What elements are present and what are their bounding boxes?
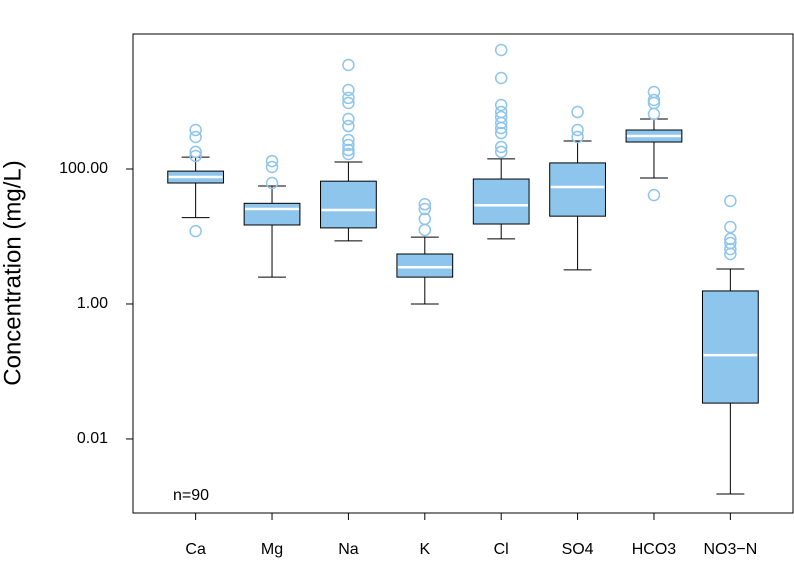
outlier xyxy=(342,133,355,147)
outlier xyxy=(571,105,584,119)
outlier xyxy=(265,160,279,174)
outlier xyxy=(265,176,279,190)
box xyxy=(472,178,530,225)
x-tick-label: HCO3 xyxy=(632,541,677,558)
box xyxy=(320,180,377,229)
outlier xyxy=(418,198,432,211)
outlier xyxy=(342,58,355,72)
outlier xyxy=(494,98,508,112)
box xyxy=(549,162,606,217)
outlier xyxy=(342,91,355,105)
outlier xyxy=(189,123,202,137)
outlier xyxy=(724,194,737,208)
outlier xyxy=(494,43,508,57)
outlier xyxy=(724,232,737,246)
outlier xyxy=(189,130,202,144)
outlier xyxy=(418,223,432,237)
outlier xyxy=(494,140,508,154)
outlier xyxy=(494,126,508,140)
outlier xyxy=(494,121,508,135)
box xyxy=(243,202,301,226)
outlier xyxy=(571,130,584,144)
outlier xyxy=(724,247,737,261)
outlier xyxy=(724,242,737,256)
outlier xyxy=(724,220,737,234)
x-tick-label: Mg xyxy=(261,541,283,558)
y-tick-label: 1.00 xyxy=(77,295,108,312)
outlier xyxy=(189,145,202,159)
x-tick-label: Cl xyxy=(494,541,509,558)
outlier xyxy=(494,145,508,159)
outlier xyxy=(342,147,355,161)
outlier xyxy=(418,202,432,216)
x-tick-label: Na xyxy=(338,541,359,558)
x-tick-label: SO4 xyxy=(562,541,594,558)
y-tick-label: 100.00 xyxy=(59,160,108,177)
x-tick-label: Ca xyxy=(185,541,206,558)
outlier xyxy=(342,96,355,110)
outlier xyxy=(189,224,202,238)
box xyxy=(701,290,759,404)
outlier xyxy=(342,83,355,97)
x-tick-label: K xyxy=(419,541,430,558)
outlier xyxy=(342,138,355,152)
plot-frame xyxy=(132,33,794,514)
annotation: n=90 xyxy=(173,487,209,504)
outlier xyxy=(342,119,355,133)
outlier xyxy=(342,112,355,126)
outlier xyxy=(265,154,279,168)
outlier xyxy=(342,143,355,157)
outlier xyxy=(189,149,202,163)
outlier xyxy=(571,123,584,137)
x-tick-label: NO3−N xyxy=(703,541,757,558)
outlier xyxy=(494,116,508,130)
outlier xyxy=(494,71,508,85)
y-axis-label: Concentration (mg/L) xyxy=(0,160,26,385)
outlier xyxy=(647,107,661,121)
y-tick-label: 0.01 xyxy=(77,430,108,447)
box xyxy=(396,253,454,278)
outlier xyxy=(647,93,661,107)
outlier xyxy=(647,188,661,202)
